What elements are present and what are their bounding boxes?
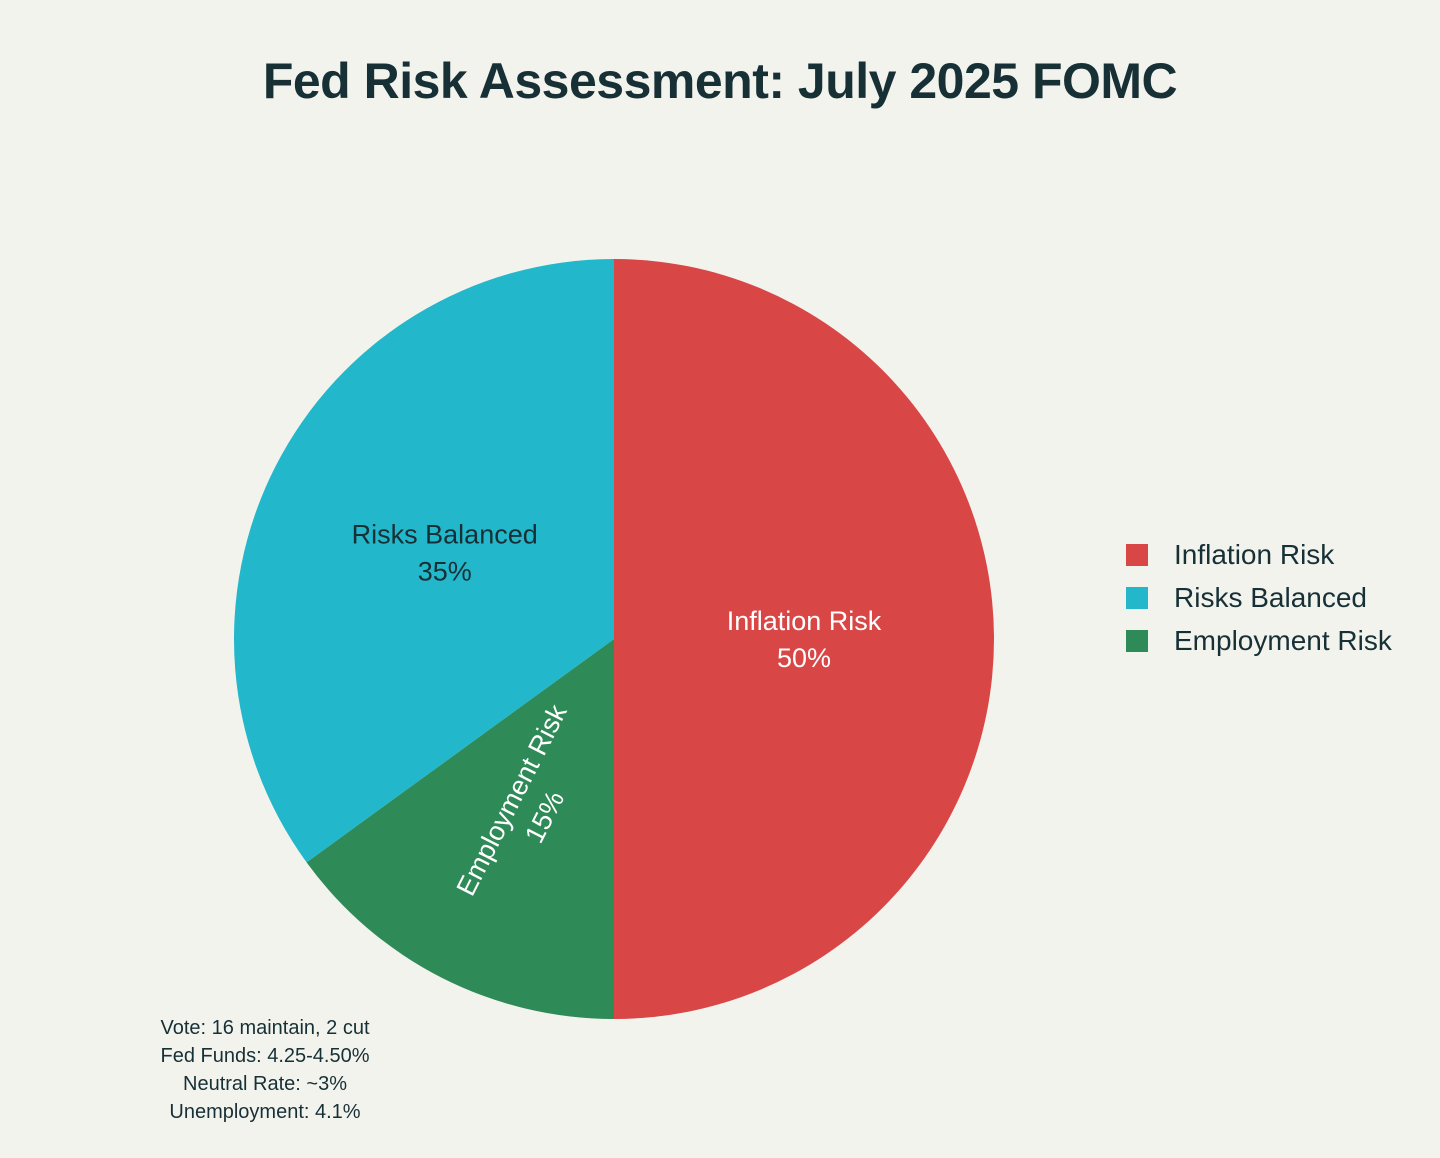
- slice-label-value: 35%: [418, 557, 472, 587]
- slice-label-inflation-risk: Inflation Risk 50%: [727, 606, 882, 673]
- annotation-fed-funds: Fed Funds: 4.25-4.50%: [160, 1045, 370, 1067]
- legend-swatch-risks-balanced: [1126, 586, 1148, 609]
- pie-slice-employment-risk[interactable]: [306, 639, 614, 1019]
- legend-label: Inflation Risk: [1174, 538, 1335, 570]
- pie-slice-inflation-risk[interactable]: [614, 259, 994, 1019]
- slice-label-value: 50%: [777, 643, 831, 673]
- legend-item-employment-risk[interactable]: Employment Risk: [1126, 619, 1392, 662]
- legend-label: Employment Risk: [1174, 624, 1392, 656]
- slice-label-name: Inflation Risk: [727, 606, 882, 636]
- slice-label-risks-balanced: Risks Balanced 35%: [352, 520, 538, 587]
- annotation-neutral-rate: Neutral Rate: ~3%: [183, 1073, 347, 1095]
- legend-item-inflation-risk[interactable]: Inflation Risk: [1126, 533, 1392, 576]
- annotation-vote: Vote: 16 maintain, 2 cut: [160, 1017, 370, 1039]
- pie-slice-risks-balanced[interactable]: [233, 259, 614, 863]
- annotation-unemployment: Unemployment: 4.1%: [169, 1101, 361, 1123]
- chart-title: Fed Risk Assessment: July 2025 FOMC: [262, 53, 1178, 109]
- slice-label-name: Risks Balanced: [352, 520, 538, 550]
- legend-swatch-employment-risk: [1126, 629, 1148, 652]
- legend-swatch-inflation-risk: [1126, 543, 1148, 566]
- legend-item-risks-balanced[interactable]: Risks Balanced: [1126, 576, 1392, 619]
- annotation-block: Vote: 16 maintain, 2 cut Fed Funds: 4.25…: [120, 1014, 410, 1126]
- legend-label: Risks Balanced: [1174, 581, 1367, 613]
- legend: Inflation Risk Risks Balanced Employment…: [1126, 533, 1392, 662]
